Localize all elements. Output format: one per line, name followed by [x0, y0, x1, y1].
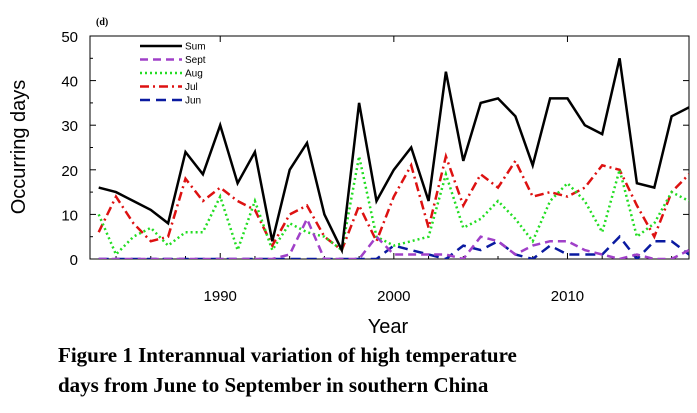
x-axis-title: Year — [368, 316, 409, 338]
series-line-jun — [98, 234, 689, 259]
series-layer — [97, 58, 689, 259]
panel-label: (d) — [96, 17, 108, 28]
series-line-sept — [98, 215, 689, 259]
x-tick-label: 2010 — [551, 288, 584, 305]
y-tick-label: 20 — [61, 163, 78, 180]
line-chart: 0 10 20 30 40 50 1990 2000 2010 Sum Sept Aug Jul Jun… — [8, 17, 690, 338]
y-tick-label: 0 — [70, 252, 78, 269]
legend-label-sum: Sum — [185, 42, 206, 53]
x-tick-label: 2000 — [377, 288, 410, 305]
plot-frame — [89, 35, 690, 260]
legend-label-jun: Jun — [185, 96, 201, 107]
legend-label-jul: Jul — [185, 82, 198, 93]
series-line-jul — [97, 152, 689, 253]
series-line-sum — [98, 58, 689, 255]
caption-line-2: days from June to September in southern … — [58, 373, 489, 397]
plot-area: 0 10 20 30 40 50 1990 2000 2010 — [61, 29, 690, 305]
y-axis-title: Occurring days — [8, 80, 30, 215]
y-tick-label: 10 — [61, 207, 78, 224]
y-tick-label: 40 — [61, 74, 78, 91]
y-tick-label: 50 — [61, 29, 78, 46]
x-tick-label: 1990 — [204, 288, 237, 305]
y-tick-label: 30 — [61, 118, 78, 135]
legend-label-aug: Aug — [185, 69, 203, 80]
legend-label-sept: Sept — [185, 55, 206, 66]
figure-caption: Figure 1 Interannual variation of high t… — [58, 340, 688, 400]
caption-line-1: Figure 1 Interannual variation of high t… — [58, 343, 517, 367]
legend: Sum Sept Aug Jul Jun — [140, 42, 206, 107]
series-line-aug — [97, 156, 689, 257]
